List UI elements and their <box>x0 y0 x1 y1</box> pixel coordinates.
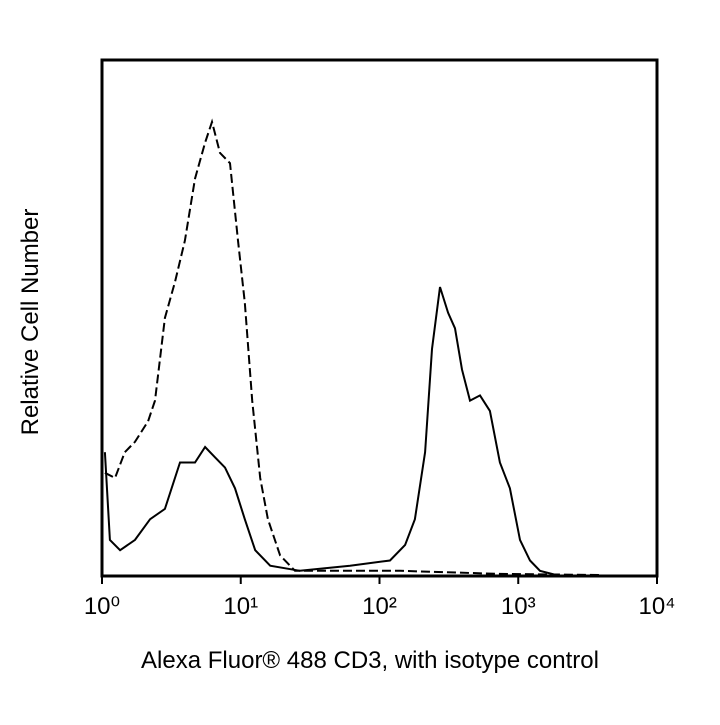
histogram-line <box>103 286 640 577</box>
x-tick-label: 10⁴ <box>638 593 675 620</box>
x-axis-label: Alexa Fluor® 488 CD3, with isotype contr… <box>141 647 599 674</box>
y-axis-label: Relative Cell Number <box>17 209 44 436</box>
x-tick-label: 10¹ <box>223 593 258 620</box>
x-tick-label: 10⁰ <box>84 593 120 620</box>
x-tick-label: 10³ <box>501 593 536 620</box>
x-tick-label: 10² <box>362 593 397 620</box>
